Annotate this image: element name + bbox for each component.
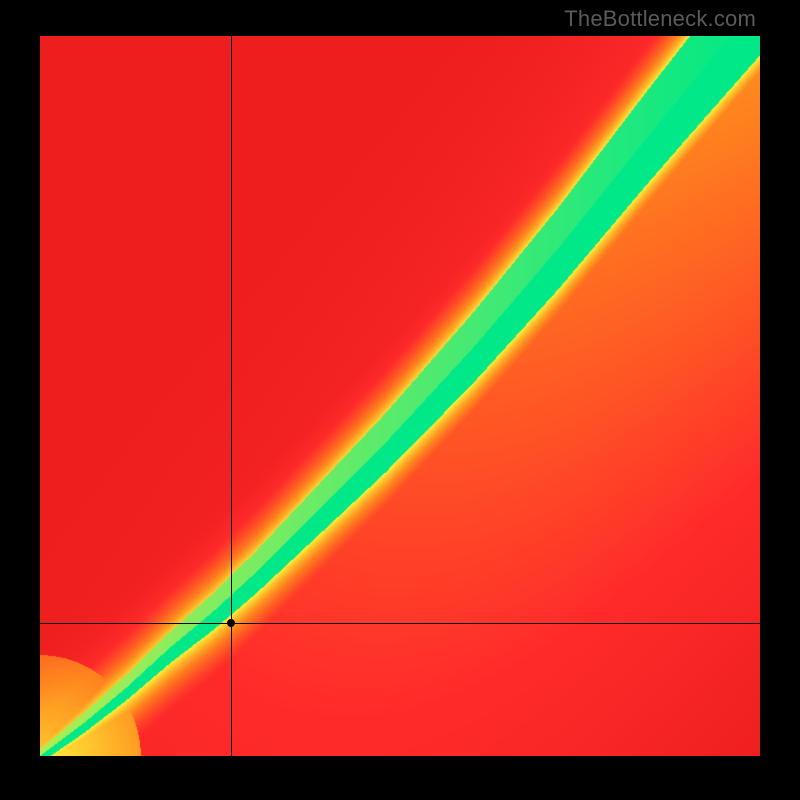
heatmap-plot-area (40, 36, 760, 756)
crosshair-vertical (231, 36, 232, 756)
marker-dot (227, 619, 235, 627)
watermark-text: TheBottleneck.com (564, 6, 756, 32)
crosshair-horizontal (40, 623, 760, 624)
heatmap-canvas (40, 36, 760, 756)
chart-container: TheBottleneck.com (0, 0, 800, 800)
